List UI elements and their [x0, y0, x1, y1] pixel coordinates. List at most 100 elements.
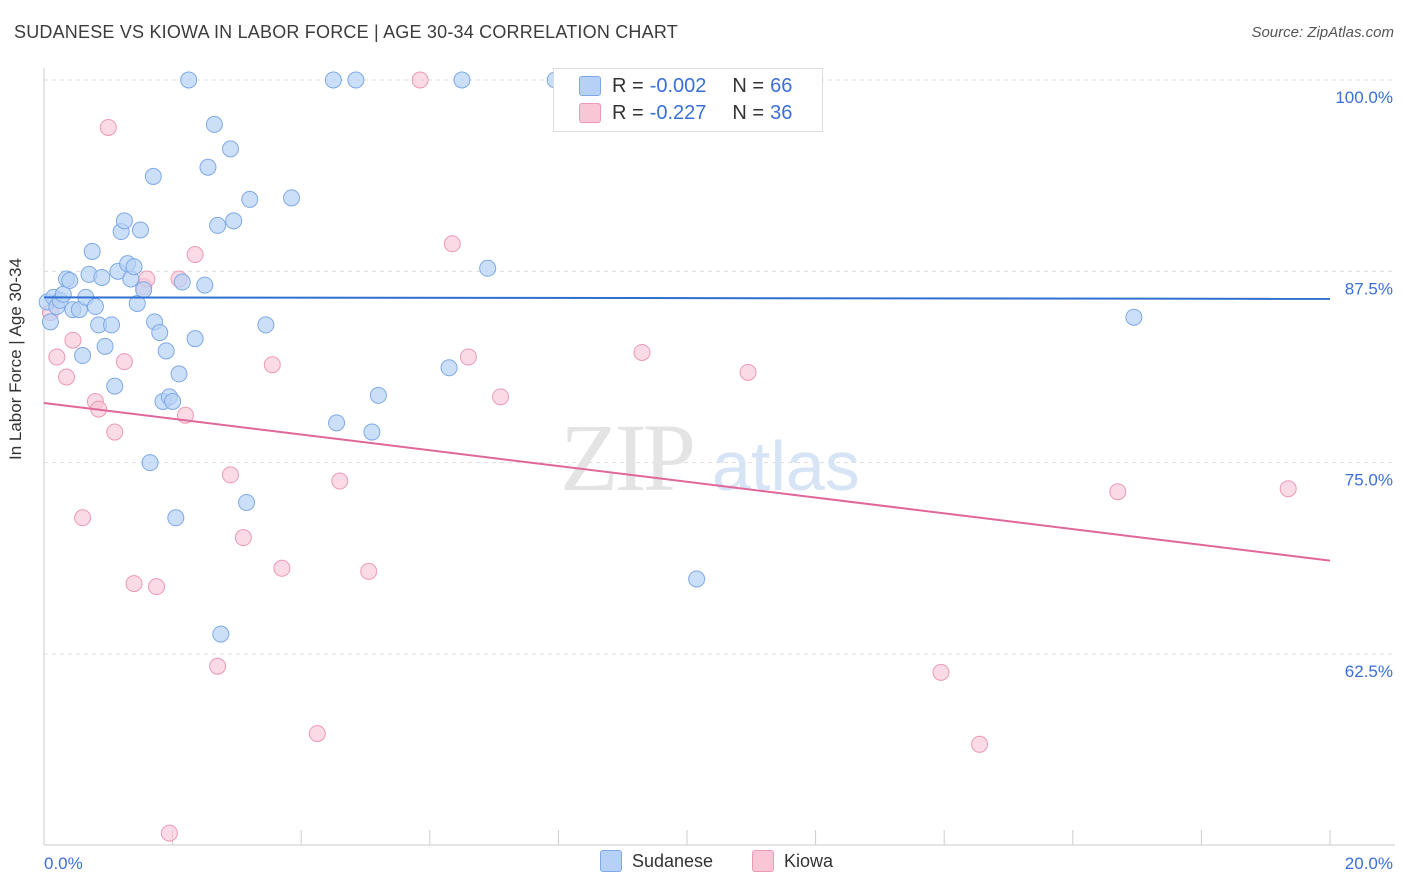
- legend-item-sudanese[interactable]: Sudanese: [600, 850, 713, 872]
- kiowa-point: [187, 246, 203, 262]
- kiowa-point: [933, 664, 949, 680]
- kiowa-point: [161, 825, 177, 841]
- series-legend: Sudanese Kiowa: [0, 850, 1406, 878]
- sudanese-point: [689, 571, 705, 587]
- sudanese-point: [94, 269, 110, 285]
- sudanese-point: [145, 168, 161, 184]
- sudanese-point: [132, 222, 148, 238]
- kiowa-point: [274, 560, 290, 576]
- sudanese-point: [136, 282, 152, 298]
- sudanese-point: [258, 317, 274, 333]
- n-value: 66: [770, 75, 792, 98]
- kiowa-point: [264, 357, 280, 373]
- kiowa-point: [493, 389, 509, 405]
- sudanese-swatch: [579, 76, 601, 96]
- kiowa-point: [49, 349, 65, 365]
- sudanese-point: [210, 217, 226, 233]
- sudanese-point: [480, 260, 496, 276]
- sudanese-point: [75, 348, 91, 364]
- kiowa-point: [116, 354, 132, 370]
- sudanese-point: [104, 317, 120, 333]
- kiowa-legend-swatch: [752, 850, 774, 872]
- sudanese-point: [441, 360, 457, 376]
- sudanese-point: [197, 277, 213, 293]
- sudanese-point: [348, 72, 364, 88]
- kiowa-point: [412, 72, 428, 88]
- kiowa-point: [1280, 481, 1296, 497]
- kiowa-point: [235, 530, 251, 546]
- sudanese-point: [142, 455, 158, 471]
- stats-row-kiowa: R = -0.227 N = 36: [582, 100, 792, 126]
- scatter-chart: ZIP atlas 62.5%75.0%87.5%100.0%0.0% 20.0%: [0, 0, 1406, 892]
- sudanese-point: [226, 213, 242, 229]
- n-label: N =: [732, 102, 764, 125]
- sudanese-point: [116, 213, 132, 229]
- sudanese-point: [1126, 309, 1142, 325]
- sudanese-point: [97, 338, 113, 354]
- sudanese-point: [325, 72, 341, 88]
- gridlines: [44, 80, 1395, 654]
- sudanese-point: [107, 378, 123, 394]
- sudanese-point: [213, 626, 229, 642]
- r-label: R =: [612, 102, 644, 125]
- kiowa-point: [444, 236, 460, 252]
- y-tick-label: 100.0%: [1335, 88, 1393, 107]
- kiowa-point: [65, 332, 81, 348]
- sudanese-point: [239, 494, 255, 510]
- kiowa-point: [126, 576, 142, 592]
- kiowa-point: [634, 344, 650, 360]
- kiowa-point: [149, 579, 165, 595]
- sudanese-point: [329, 415, 345, 431]
- r-value: -0.002: [650, 75, 707, 98]
- kiowa-point: [75, 510, 91, 526]
- sudanese-point: [165, 393, 181, 409]
- kiowa-swatch: [579, 103, 601, 123]
- watermark-zip: ZIP: [560, 404, 693, 511]
- sudanese-point: [364, 424, 380, 440]
- sudanese-point: [222, 141, 238, 157]
- kiowa-point: [1110, 484, 1126, 500]
- legend-item-kiowa[interactable]: Kiowa: [752, 850, 833, 872]
- stats-legend: R = -0.002 N = 66 R = -0.227 N = 36: [553, 68, 823, 132]
- y-tick-label: 75.0%: [1345, 471, 1393, 490]
- sudanese-point: [152, 325, 168, 341]
- sudanese-point: [174, 274, 190, 290]
- sudanese-point: [126, 259, 142, 275]
- sudanese-point: [168, 510, 184, 526]
- kiowa-point: [361, 563, 377, 579]
- sudanese-point: [42, 314, 58, 330]
- y-tick-label: 87.5%: [1345, 279, 1393, 298]
- kiowa-point: [972, 736, 988, 752]
- y-axis-label: In Labor Force | Age 30-34: [6, 258, 26, 460]
- sudanese-trend-line: [44, 297, 1330, 299]
- legend-label: Kiowa: [784, 851, 833, 872]
- n-value: 36: [770, 102, 792, 125]
- stats-row-sudanese: R = -0.002 N = 66: [582, 73, 792, 99]
- r-label: R =: [612, 75, 644, 98]
- kiowa-point: [107, 424, 123, 440]
- sudanese-points: [39, 72, 1142, 642]
- y-tick-label: 62.5%: [1345, 662, 1393, 681]
- legend-label: Sudanese: [632, 851, 713, 872]
- kiowa-point: [210, 658, 226, 674]
- sudanese-point: [187, 331, 203, 347]
- sudanese-point: [181, 72, 197, 88]
- sudanese-point: [206, 116, 222, 132]
- sudanese-point: [284, 190, 300, 206]
- sudanese-point: [87, 299, 103, 315]
- sudanese-point: [62, 273, 78, 289]
- kiowa-point: [460, 349, 476, 365]
- sudanese-legend-swatch: [600, 850, 622, 872]
- n-label: N =: [732, 75, 764, 98]
- sudanese-point: [200, 159, 216, 175]
- kiowa-point: [222, 467, 238, 483]
- sudanese-point: [84, 243, 100, 259]
- kiowa-point: [100, 119, 116, 135]
- kiowa-point: [59, 369, 75, 385]
- sudanese-point: [370, 387, 386, 403]
- kiowa-point: [740, 364, 756, 380]
- sudanese-point: [242, 191, 258, 207]
- r-value: -0.227: [650, 102, 707, 125]
- sudanese-point: [158, 343, 174, 359]
- kiowa-point: [332, 473, 348, 489]
